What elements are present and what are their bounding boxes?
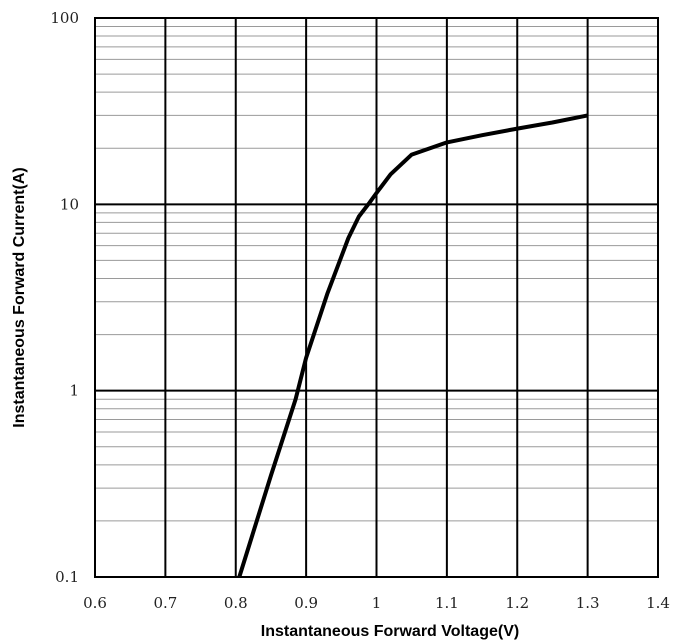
y-tick-labels: 0.1 1 10 100: [50, 9, 79, 586]
y-tick-label: 10: [60, 195, 79, 213]
series-line-1: [237, 113, 588, 578]
major-gridlines: [95, 18, 658, 577]
x-tick-label: 1.1: [435, 594, 459, 612]
x-tick-label: 0.7: [153, 594, 177, 612]
y-tick-label: 0.1: [55, 568, 79, 586]
x-axis-title: Instantaneous Forward Voltage(V): [261, 623, 519, 640]
y-axis-title: Instantaneous Forward Current(A): [11, 167, 28, 427]
plot-area-frame: [94, 17, 659, 578]
x-tick-label: 1.3: [576, 594, 600, 612]
x-tick-label: 1.4: [646, 594, 670, 612]
series-layer: [237, 113, 588, 578]
x-tick-label: 0.9: [294, 594, 318, 612]
x-tick-label: 1.2: [505, 594, 529, 612]
x-tick-label: 0.8: [224, 594, 248, 612]
y-tick-label: 100: [50, 9, 79, 27]
x-tick-label: 0.6: [83, 594, 107, 612]
x-tick-labels: 0.6 0.7 0.8 0.9 1 1.1 1.2 1.3 1.4: [83, 594, 670, 612]
y-tick-label: 1: [69, 382, 79, 400]
x-tick-label: 1: [372, 594, 382, 612]
